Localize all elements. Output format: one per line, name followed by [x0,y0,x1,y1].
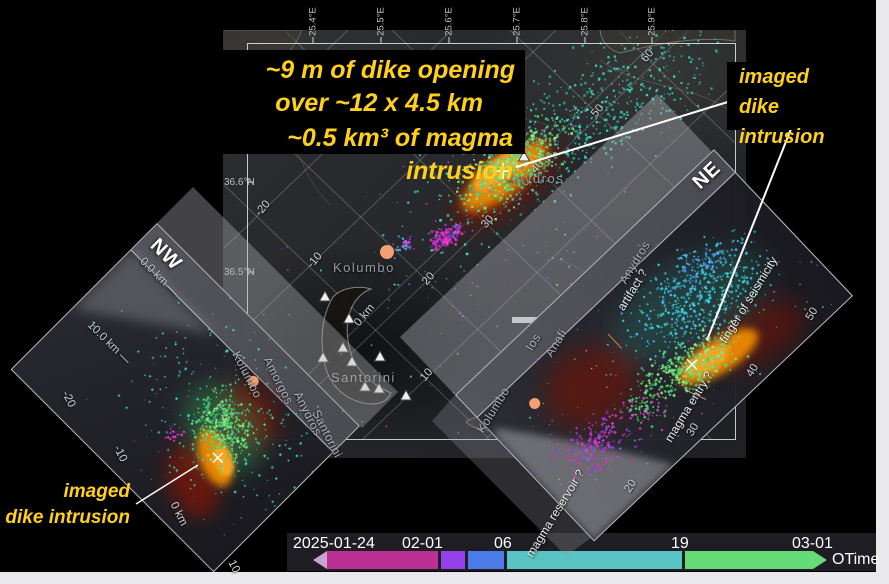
annotation-line: imaged [63,481,130,502]
colorbar-segment [507,551,682,569]
nw-epicenter-cross [212,452,224,464]
colorbar-tick: 06 [494,535,512,552]
annotation-line: ~0.5 km³ of magma intrusion [287,124,513,185]
annotation-line: ~9 m of dike opening [265,56,515,84]
station-triangle-marker [372,381,386,394]
station-markers [316,149,531,401]
scale-bar [512,317,537,323]
colorbar-segment [441,551,465,569]
nw-cross-section-panel: NW 0.0 km — 10.0 km — Kolumbo Amorgos An… [10,223,360,575]
colorbar-tick: 2025-01-24 [293,535,375,552]
colorbar-tick: 02-01 [402,535,443,552]
origin-time-colorbar: 2025-01-24 02-01 06 19 03-01 OTime [287,533,880,571]
station-triangle-marker [336,340,350,353]
ne-kolumbo-dot [529,397,541,409]
map-epicenter-cross [495,163,511,179]
place-label-anydros: Anydros [506,171,565,186]
nw-kolumbo-dot [247,375,259,387]
colorbar-left-arrow [313,551,327,569]
station-triangle-marker [318,289,332,302]
colorbar-title: OTime [832,551,880,568]
station-triangle-marker [345,354,359,367]
santorini-island [321,286,392,405]
kolumbo-volcano-dot [380,245,394,259]
annotation-line: dike intrusion [739,96,825,148]
annotation-dike-opening: ~9 m of dike opening over ~12 x 4.5 km ~… [192,50,525,185]
annotation-line: dike intrusion [5,507,130,528]
annotation-imaged-dike-right: imaged dike intrusion [727,62,860,148]
colorbar-segment [468,551,504,569]
annotation-line: imaged [739,66,810,88]
axis-ticks [247,37,653,273]
lat-label: 36.5°N [224,267,255,278]
amorgos-island [599,30,736,54]
lat-label: 36.6°N [224,177,255,188]
station-triangle-marker [373,349,387,362]
station-triangle-marker [399,388,413,401]
ne-epicenter-cross [686,358,698,370]
station-triangle-marker [316,350,330,363]
nw-panel-plot [72,249,356,556]
colorbar-tick: 19 [671,535,689,552]
colorbar-tick: 03-01 [792,535,833,552]
station-triangle-marker [342,311,356,324]
place-label-santorini: Santorini [331,370,396,385]
place-label-kolumbo: Kolumbo [333,260,395,275]
colorbar-right-arrow [813,551,827,569]
annotation-imaged-dike-left: imaged dike intrusion [5,479,130,531]
colorbar-segment [327,551,438,569]
station-triangle-marker [358,379,372,392]
annotation-line: over ~12 x 4.5 km [275,89,483,117]
colorbar-segment [685,551,813,569]
